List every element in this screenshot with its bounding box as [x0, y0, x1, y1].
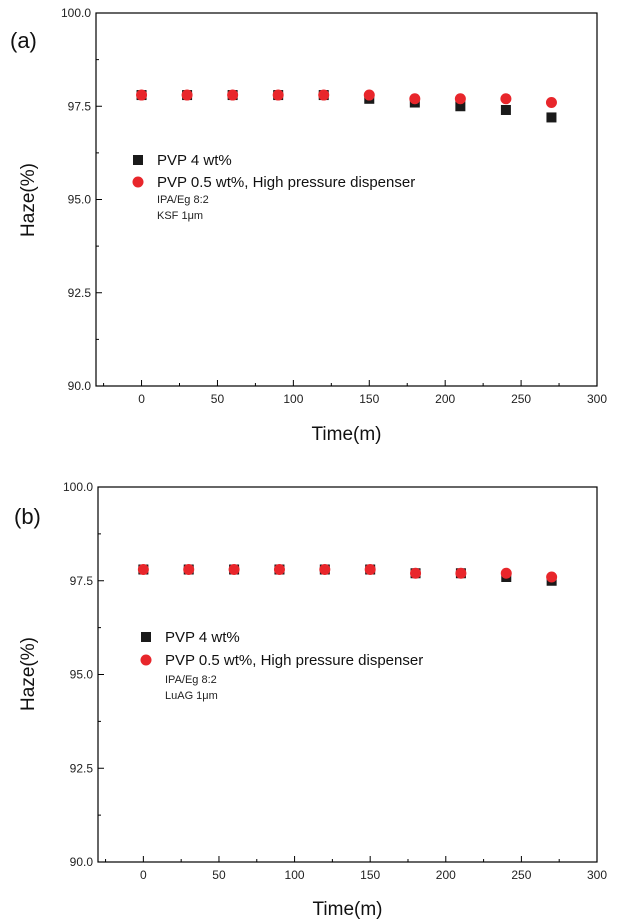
- x-tick-label: 100: [285, 868, 305, 882]
- legend-label: PVP 4 wt%: [165, 629, 240, 646]
- data-point-circle: [409, 93, 421, 105]
- x-tick-label: 300: [587, 868, 607, 882]
- annotation-text: IPA/Eg 8:2: [165, 674, 217, 686]
- x-tick-label: 300: [587, 392, 607, 406]
- data-point-circle: [546, 571, 558, 583]
- annotation-text: LuAG 1μm: [165, 690, 218, 702]
- y-tick-label: 100.0: [63, 480, 93, 494]
- y-tick-label: 97.5: [70, 574, 94, 588]
- x-tick-label: 100: [283, 392, 303, 406]
- panel-b-chart: 0 50 100 150 200 250 300 90.0 92.5 95.0 97.5 100.0 T…: [14, 480, 607, 920]
- y-tick-label: 92.5: [70, 761, 94, 775]
- data-point-square: [500, 104, 511, 115]
- panel-a-chart: 0 50 100 150 200 250 300 90.0 92.5 95.0 97.5 100.0 T…: [10, 6, 607, 445]
- panel-label: (a): [10, 28, 37, 53]
- x-axis-title: Time(m): [313, 899, 383, 920]
- y-tick-label: 95.0: [68, 193, 92, 207]
- y-tick-label: 100.0: [61, 6, 91, 20]
- data-point-circle: [227, 89, 239, 101]
- legend-label: PVP 4 wt%: [157, 152, 232, 169]
- y-tick-label: 95.0: [70, 668, 94, 682]
- x-tick-label: 150: [360, 868, 380, 882]
- legend-label: PVP 0.5 wt%, High pressure dispenser: [157, 174, 415, 191]
- data-point-square: [546, 112, 557, 123]
- data-point-circle: [181, 89, 193, 101]
- legend-marker-circle: [132, 176, 144, 188]
- data-point-circle: [363, 89, 375, 101]
- x-tick-label: 150: [359, 392, 379, 406]
- y-axis-title: Haze(%): [18, 637, 39, 711]
- data-point-circle: [364, 564, 376, 575]
- annotation-text: KSF 1μm: [157, 210, 203, 222]
- data-point-circle: [500, 567, 512, 579]
- x-tick-label: 50: [212, 868, 226, 882]
- legend-marker-circle: [140, 654, 152, 666]
- x-tick-label: 0: [140, 868, 147, 882]
- x-tick-label: 250: [511, 392, 531, 406]
- y-tick-label: 90.0: [68, 379, 92, 393]
- x-tick-label: 0: [138, 392, 145, 406]
- data-point-square: [455, 101, 466, 112]
- data-point-circle: [273, 564, 285, 575]
- x-tick-label: 50: [211, 392, 225, 406]
- y-axis-title: Haze(%): [18, 163, 39, 237]
- data-point-circle: [272, 89, 284, 101]
- data-point-circle: [410, 567, 422, 579]
- x-tick-label: 250: [511, 868, 531, 882]
- data-point-circle: [500, 93, 512, 105]
- data-point-circle: [137, 564, 149, 575]
- data-point-circle: [545, 97, 557, 109]
- data-point-circle: [454, 93, 466, 105]
- x-tick-label: 200: [435, 392, 455, 406]
- data-point-circle: [319, 564, 331, 575]
- data-point-circle: [228, 564, 240, 575]
- legend-marker-square: [133, 155, 143, 165]
- data-point-circle: [455, 567, 467, 579]
- panel-label: (b): [14, 504, 41, 529]
- legend-label: PVP 0.5 wt%, High pressure dispenser: [165, 652, 423, 669]
- x-axis-title: Time(m): [312, 424, 382, 445]
- y-tick-label: 92.5: [68, 286, 92, 300]
- annotation-text: IPA/Eg 8:2: [157, 194, 209, 206]
- data-point-circle: [183, 564, 195, 575]
- data-point-circle: [136, 89, 148, 101]
- legend-marker-square: [141, 632, 151, 642]
- y-tick-label: 97.5: [68, 99, 92, 113]
- data-point-circle: [318, 89, 330, 101]
- y-tick-label: 90.0: [70, 855, 94, 869]
- x-tick-label: 200: [436, 868, 456, 882]
